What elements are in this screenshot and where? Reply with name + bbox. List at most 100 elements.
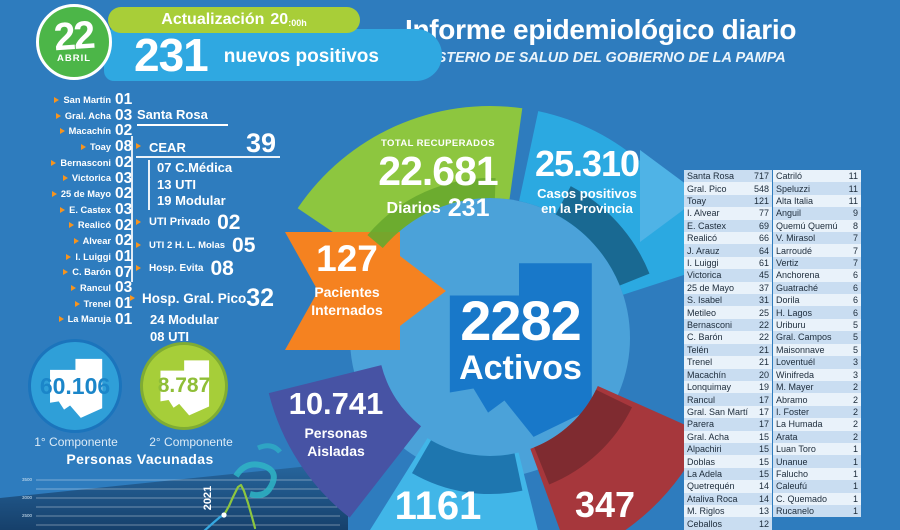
town-cases-value: 5 <box>852 344 858 355</box>
arrow-bullet-icon <box>136 265 141 272</box>
town-name: Santa Rosa <box>687 171 735 182</box>
town-cases-value: 03 <box>115 279 133 297</box>
table-column-left: Santa Rosa 717 Gral. Pico 548 Toay 121 I. Alve… <box>684 170 772 530</box>
town-cases-value: 31 <box>758 295 769 306</box>
town-cases-value: 6 <box>852 270 858 281</box>
table-row: Loventuél 3 <box>773 356 861 369</box>
page-subtitle: MINISTERIO DE SALUD DEL GOBIERNO DE LA P… <box>406 50 786 66</box>
town-name: Luan Toro <box>776 444 816 455</box>
town-cases-value: 13 <box>758 506 769 517</box>
town-cases-value: 22 <box>758 320 769 331</box>
town-name: Victorica <box>71 173 111 184</box>
town-list: San Martín 01 Gral. Acha 03 Macachín 02 Toay 08… <box>38 92 142 327</box>
town-name: Doblas <box>687 456 716 467</box>
shade-band-red <box>534 389 633 485</box>
town-row: 25 de Mayo 02 <box>38 186 142 202</box>
arrow-bullet-icon <box>62 175 68 182</box>
table-row: Macachín 20 <box>684 368 772 381</box>
arrow-bullet-icon <box>58 316 64 323</box>
town-row: Toay 08 <box>38 139 142 155</box>
town-cases-value: 02 <box>115 122 133 140</box>
table-row: Gral. Acha 15 <box>684 430 772 443</box>
town-cases-value: 15 <box>758 456 769 467</box>
table-row: Doblas 15 <box>684 455 772 468</box>
arrow-bullet-icon <box>73 238 79 245</box>
active-cases-value: 2282 <box>460 289 582 352</box>
town-name: Rancul <box>80 283 111 294</box>
hospitalized-caption: Pacientes Internados <box>311 284 383 319</box>
recovered-title: TOTAL RECUPERADOS <box>381 138 495 149</box>
first-dose-label: 1° Componente <box>34 435 118 449</box>
town-cases-value: 2 <box>852 419 858 430</box>
table-row: Santa Rosa 717 <box>684 170 772 183</box>
table-row: Dorila 6 <box>773 294 861 307</box>
la-pampa-map-icon <box>49 358 102 418</box>
table-row: Lonquimay 19 <box>684 380 772 394</box>
town-name: Bernasconi <box>60 157 111 168</box>
update-time: 20 <box>270 11 289 28</box>
hospital-value: 08 <box>210 256 234 280</box>
town-name: C. Barón <box>72 267 111 278</box>
town-cases-value: 03 <box>115 106 133 124</box>
table-row: Ataliva Roca 14 <box>684 492 772 505</box>
pico-row: Hosp. Gral. Pico 32 <box>130 285 284 311</box>
table-row: Falucho 1 <box>773 467 861 481</box>
town-name: Catriló <box>776 171 803 182</box>
town-name: Lonquimay <box>687 382 732 393</box>
mini-chart-background <box>0 462 348 530</box>
town-cases-value: 1 <box>852 456 858 467</box>
active-cases-label: 2282 Activos <box>428 289 613 386</box>
hospital-rows: UTI Privado 02 UTI 2 H. L. Molas 05 Hosp. Ev… <box>130 212 284 279</box>
town-cases-value: 66 <box>758 233 769 244</box>
town-cases-value: 17 <box>758 394 769 405</box>
town-name: Loventuél <box>776 357 816 368</box>
map-shape <box>49 358 102 418</box>
table-row: Parera 17 <box>684 418 772 431</box>
cear-item: 19 Modular <box>157 193 226 209</box>
town-row: Alvear 02 <box>38 233 142 249</box>
town-name: Speluzzi <box>776 183 811 194</box>
arrow-bullet-icon <box>60 206 66 213</box>
town-row: E. Castex 03 <box>38 202 142 218</box>
town-name: 25 de Mayo <box>60 188 111 199</box>
second-dose-value: 8.787 <box>157 374 211 397</box>
table-row: Luan Toro 1 <box>773 442 861 456</box>
table-row: C. Quemado 1 <box>773 492 861 505</box>
update-time-pill: Actualización 20 :00h <box>108 7 360 33</box>
arrow-bullet-icon <box>54 96 60 103</box>
table-row: Gral. San Martín 17 <box>684 405 772 419</box>
town-cases-value: 21 <box>758 357 769 368</box>
town-name: I. Foster <box>776 406 810 417</box>
town-name: Anchorena <box>776 270 820 281</box>
town-cases-value: 548 <box>753 183 769 194</box>
pico-label: Hosp. Gral. Pico <box>142 290 247 306</box>
table-row: Anchorena 6 <box>773 269 861 282</box>
town-name: Maisonnave <box>776 344 825 355</box>
shade-band-samples <box>412 440 523 494</box>
segment-label-recovered: TOTAL RECUPERADOS 22.681 Diarios 231 <box>343 139 533 221</box>
mini-chart-ytick: 2500 <box>21 513 32 518</box>
second-dose-label: 2° Componente <box>149 435 233 449</box>
recovered-value: 22.681 <box>378 147 498 194</box>
arrow-bullet-icon <box>136 143 141 150</box>
table-row: Vertiz 7 <box>773 256 861 270</box>
town-cases-value: 3 <box>852 357 858 368</box>
town-name: Realicó <box>77 220 111 231</box>
town-name: San Martín <box>63 94 111 105</box>
table-row: Guatraché 6 <box>773 281 861 295</box>
santa-rosa-title: Santa Rosa <box>137 107 228 126</box>
arrow-bullet-icon <box>71 285 76 292</box>
town-cases-value: 7 <box>852 245 858 256</box>
table-row: 25 de Mayo 37 <box>684 281 772 295</box>
town-cases-value: 1 <box>852 493 858 504</box>
town-name: Unanue <box>776 456 808 467</box>
town-row: Trenel 01 <box>38 296 142 312</box>
page-title: Informe epidemiológico diario <box>405 14 797 45</box>
town-name: Trenel <box>687 357 713 368</box>
arrow-bullet-icon <box>51 159 57 166</box>
town-name: Anguil <box>776 208 802 219</box>
town-cases-value: 11 <box>848 196 858 207</box>
town-cases-value: 21 <box>758 344 769 355</box>
hospital-label: UTI 2 H. L. Molas <box>149 239 226 251</box>
